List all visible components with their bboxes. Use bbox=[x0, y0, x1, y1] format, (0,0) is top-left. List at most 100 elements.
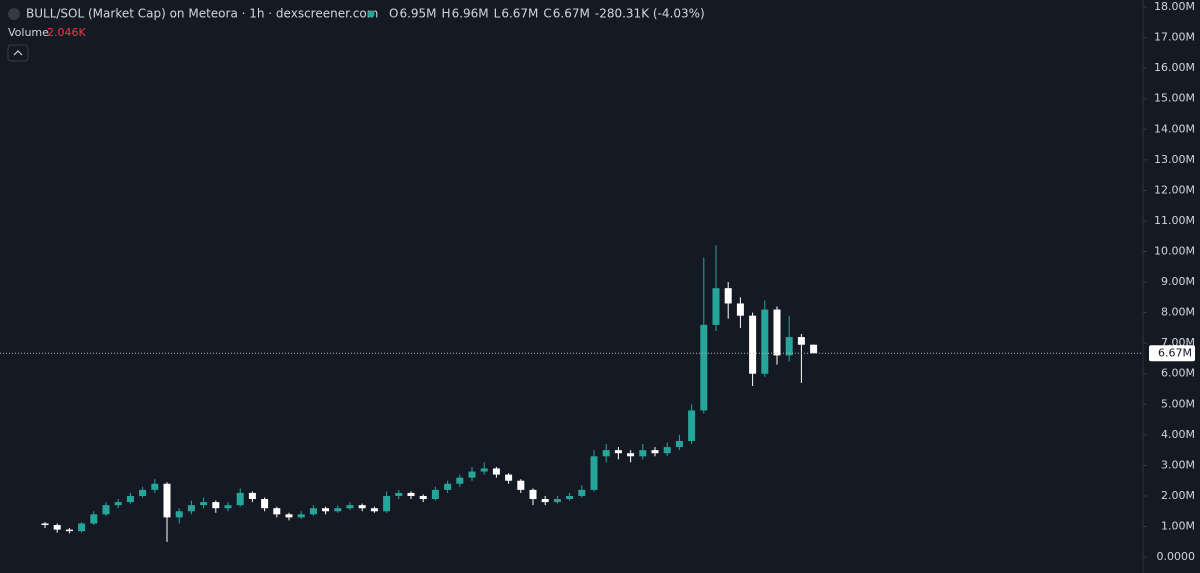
y-tick-label: 13.00M bbox=[1154, 153, 1195, 166]
candle-body bbox=[529, 489, 537, 500]
y-tick-label: 16.00M bbox=[1154, 61, 1195, 74]
candle-body bbox=[419, 495, 427, 500]
status-dot bbox=[367, 10, 375, 18]
legend-value: 6.67M bbox=[501, 7, 538, 21]
y-tick-label: 3.00M bbox=[1161, 458, 1195, 471]
candle-body bbox=[78, 523, 86, 532]
candle-body bbox=[395, 492, 403, 496]
y-tick-label: 15.00M bbox=[1154, 92, 1195, 105]
candle-body bbox=[736, 303, 744, 316]
candle-body bbox=[370, 508, 378, 512]
legend-key: L bbox=[494, 7, 501, 21]
volume-label: Volume bbox=[8, 26, 49, 39]
y-tick-label: 0.0000 bbox=[1157, 550, 1196, 563]
collapse-button[interactable] bbox=[7, 44, 29, 62]
y-tick-label: 5.00M bbox=[1161, 397, 1195, 410]
candle-body bbox=[480, 468, 488, 472]
y-tick-label: 17.00M bbox=[1154, 31, 1195, 44]
candle-body bbox=[114, 502, 122, 506]
candle-body bbox=[212, 502, 220, 509]
candle-body bbox=[541, 499, 549, 503]
candle-body bbox=[761, 309, 769, 374]
candle-body bbox=[126, 495, 134, 503]
candle-body bbox=[200, 502, 208, 506]
candle-body bbox=[456, 477, 464, 484]
candle-body bbox=[163, 483, 171, 518]
candle-body bbox=[492, 468, 500, 475]
candle-body bbox=[651, 450, 659, 454]
last-price-box bbox=[1149, 345, 1195, 362]
candle-body bbox=[90, 514, 98, 524]
candle-body bbox=[224, 505, 232, 509]
y-tick-label: 10.00M bbox=[1154, 245, 1195, 258]
candle-body bbox=[578, 489, 586, 496]
legend-key: H bbox=[442, 7, 451, 21]
candle-body bbox=[431, 489, 439, 500]
legend-value: 6.95M bbox=[399, 7, 436, 21]
candle-body bbox=[53, 525, 61, 530]
candle-body bbox=[261, 499, 269, 509]
candle-body bbox=[773, 309, 781, 356]
candle-body bbox=[712, 288, 720, 325]
y-tick-label: 12.00M bbox=[1154, 183, 1195, 196]
legend-value: 6.96M bbox=[452, 7, 489, 21]
candle-body bbox=[139, 489, 147, 496]
candle-body bbox=[346, 505, 354, 509]
candle-body bbox=[322, 508, 330, 512]
candle-body bbox=[688, 410, 696, 441]
candle-body bbox=[590, 456, 598, 490]
candle-body bbox=[505, 474, 513, 481]
candle-body bbox=[810, 344, 818, 354]
candle-body bbox=[285, 514, 293, 518]
y-tick-label: 8.00M bbox=[1161, 306, 1195, 319]
candle-body bbox=[297, 514, 305, 518]
candle-body bbox=[65, 529, 73, 532]
candle-body bbox=[187, 505, 195, 512]
candle-body bbox=[407, 492, 415, 496]
candle-body bbox=[248, 492, 256, 500]
collapse-icon bbox=[13, 50, 23, 56]
candles bbox=[0, 245, 1143, 542]
candle-body bbox=[614, 450, 622, 454]
candle-body bbox=[675, 440, 683, 448]
candle-body bbox=[749, 315, 757, 374]
candle-body bbox=[700, 324, 708, 411]
chart-title: BULL/SOL (Market Cap) on Meteora · 1h · … bbox=[26, 7, 378, 21]
candle-body bbox=[566, 495, 574, 500]
legend-value: 6.67M bbox=[553, 7, 590, 21]
y-tick-label: 9.00M bbox=[1161, 275, 1195, 288]
candle-body bbox=[468, 471, 476, 478]
ohlc-legend: O 6.95M H 6.96M L 6.67M C 6.67M -280.31K (-4.03%… bbox=[389, 7, 705, 21]
y-tick-label: 2.00M bbox=[1161, 489, 1195, 502]
candle-body bbox=[102, 505, 110, 515]
candle-body bbox=[444, 483, 452, 490]
legend-change: -280.31K (-4.03%) bbox=[595, 7, 705, 21]
candle-body bbox=[41, 523, 49, 526]
y-tick-label: 6.00M bbox=[1161, 367, 1195, 380]
candle-body bbox=[639, 450, 647, 457]
y-tick-label: 1.00M bbox=[1161, 520, 1195, 533]
candle-body bbox=[517, 480, 525, 490]
legend-key: C bbox=[543, 7, 551, 21]
candle-body bbox=[602, 450, 610, 457]
grid bbox=[1143, 6, 1147, 558]
y-tick-label: 14.00M bbox=[1154, 122, 1195, 135]
y-tick-label: 4.00M bbox=[1161, 428, 1195, 441]
candle-body bbox=[724, 288, 732, 304]
y-axis: 0.00001.00M2.00M3.00M4.00M5.00M6.00M7.00… bbox=[1149, 0, 1195, 563]
candle-body bbox=[383, 495, 391, 512]
y-tick-label: 18.00M bbox=[1154, 0, 1195, 13]
candle-body bbox=[358, 505, 366, 509]
candle-body bbox=[309, 508, 317, 515]
symbol-icon bbox=[8, 8, 20, 20]
candle-body bbox=[797, 337, 805, 345]
candle-body bbox=[553, 499, 561, 503]
candle-body bbox=[273, 508, 281, 515]
candle-body bbox=[663, 447, 671, 454]
candle-body bbox=[236, 492, 244, 506]
candle-body bbox=[175, 511, 183, 518]
legend-key: O bbox=[389, 7, 398, 21]
last-price-label: 6.67M bbox=[1158, 346, 1192, 359]
